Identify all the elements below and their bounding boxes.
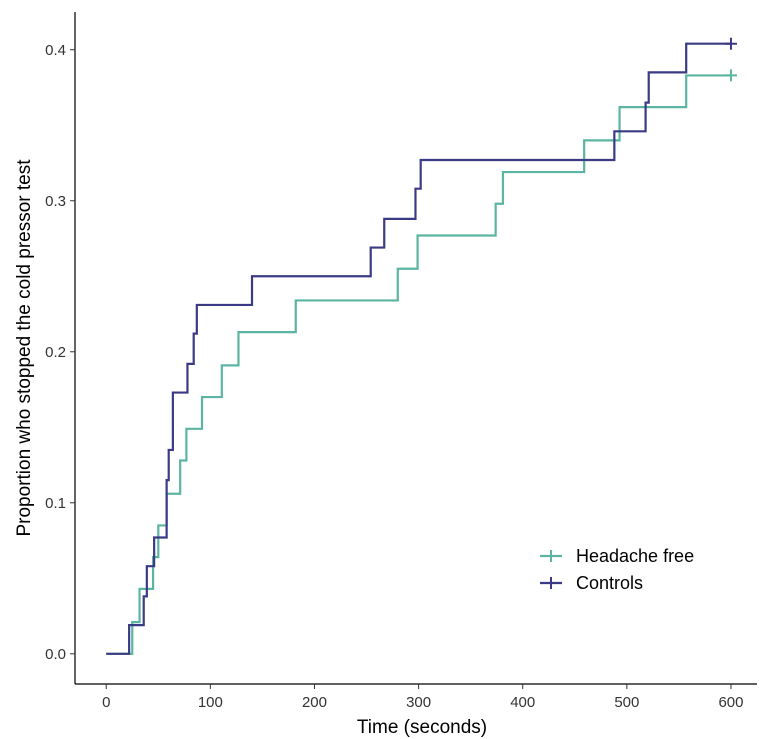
x-tick-label: 300 (406, 694, 431, 711)
x-tick-label: 0 (102, 694, 110, 711)
ticks: 0 100 200 300 400 500 600 0.0 0.1 0.2 0.3 0.4 (45, 42, 743, 711)
x-tick-label: 200 (302, 694, 327, 711)
legend-label: Controls (576, 573, 643, 593)
y-tick-label: 0.3 (45, 193, 66, 210)
y-tick-label: 0.4 (45, 42, 66, 59)
axes (74, 12, 757, 685)
censor-mark-headache-free (724, 69, 737, 82)
y-axis-title: Proportion who stopped the cold pressor … (14, 159, 35, 537)
series-line-controls (106, 42, 731, 655)
x-axis-title: Time (seconds) (357, 717, 487, 738)
series-line-headache-free (106, 74, 731, 655)
series-layer (106, 37, 737, 655)
x-tick-label: 100 (198, 694, 223, 711)
x-tick-label: 400 (510, 694, 535, 711)
censor-mark-controls (724, 37, 737, 50)
y-tick-label: 0.2 (45, 344, 66, 361)
y-tick-label: 0.0 (45, 646, 66, 663)
x-tick-label: 500 (614, 694, 639, 711)
y-tick-label: 0.1 (45, 495, 66, 512)
legend: Headache free Controls (540, 546, 694, 593)
legend-item-controls: Controls (540, 573, 643, 593)
legend-item-headache-free: Headache free (540, 546, 694, 566)
legend-label: Headache free (576, 546, 694, 566)
x-tick-label: 600 (718, 694, 743, 711)
